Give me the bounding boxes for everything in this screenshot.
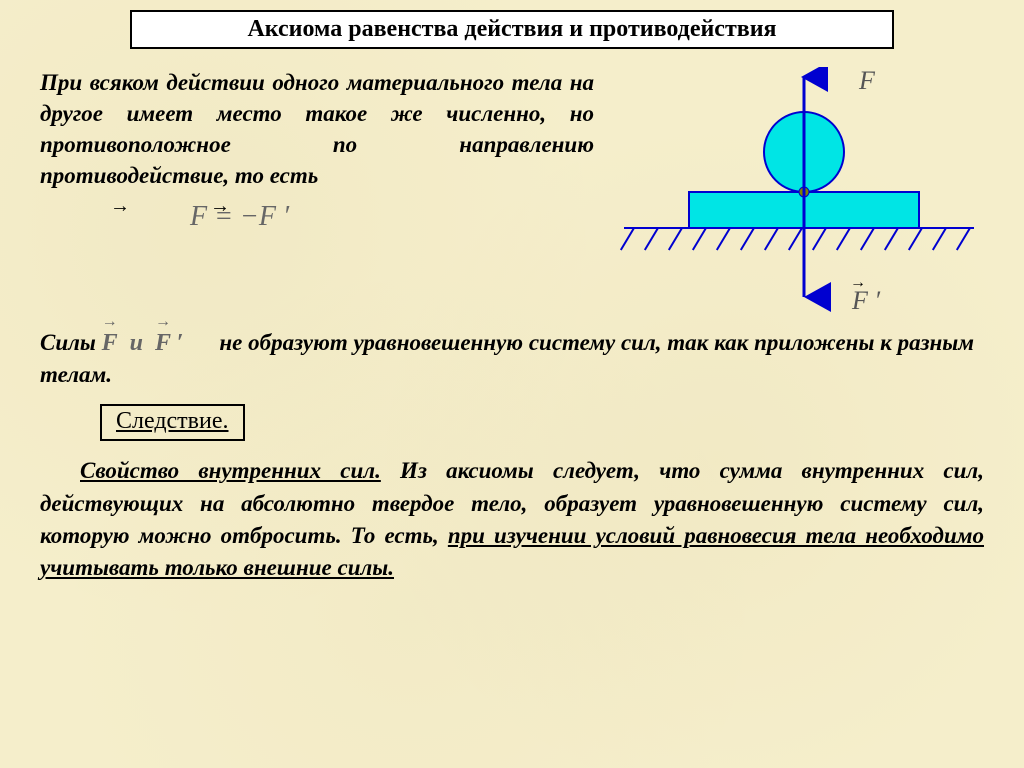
forces-note: Силы →F и →F ′ не образуют уравновешенну… bbox=[40, 327, 984, 390]
force-diagram: FF ′→→ bbox=[604, 67, 984, 327]
page-title: Аксиома равенства действия и противодейс… bbox=[130, 10, 894, 49]
corollary-label: Следствие. bbox=[100, 404, 245, 441]
equation: → → F = −F ′ bbox=[40, 195, 594, 249]
svg-text:→: → bbox=[850, 274, 866, 291]
svg-text:F: F bbox=[858, 67, 876, 95]
corollary-lead: Свойство внутренних сил. bbox=[80, 458, 381, 483]
corollary-paragraph: Свойство внутренних сил. Из аксиомы след… bbox=[40, 455, 984, 584]
forces-note-prefix: Силы →F и →F ′ bbox=[40, 330, 219, 355]
svg-text:→: → bbox=[857, 67, 873, 71]
intro-paragraph: При всяком действии одного материального… bbox=[40, 67, 594, 191]
